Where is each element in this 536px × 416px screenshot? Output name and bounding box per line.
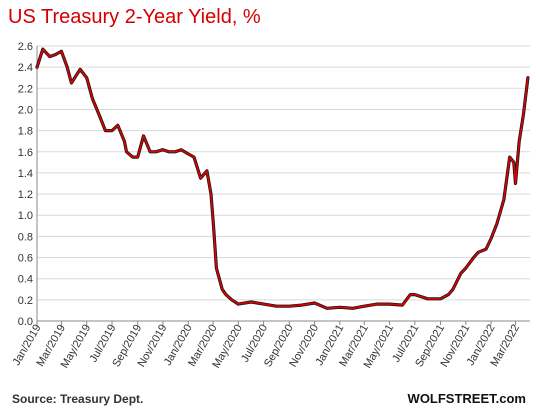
y-tick-label: 1.8 <box>18 126 33 138</box>
axes <box>36 46 530 325</box>
y-tick-label: 1.2 <box>18 189 33 201</box>
y-tick-label: 0.6 <box>18 253 33 265</box>
y-tick-label: 2.4 <box>18 62 33 74</box>
y-tick-label: 0.0 <box>18 316 33 328</box>
series-line <box>36 48 529 310</box>
gridlines <box>37 45 530 301</box>
y-tick-labels: 0.0 0.2 0.4 0.6 0.8 1.0 1.2 1.4 1.6 1.8 2.0 2.2 2.4 2… <box>18 41 33 328</box>
y-tick-label: 1.4 <box>18 168 33 180</box>
y-tick-label: 2.2 <box>18 83 33 95</box>
chart-title: US Treasury 2-Year Yield, % <box>8 6 261 28</box>
y-tick-label: 0.4 <box>18 274 33 286</box>
brand-watermark: WOLFSTREET.com <box>407 391 526 406</box>
y-tick-label: 0.2 <box>18 295 33 307</box>
series-layer <box>35 47 530 310</box>
y-tick-label: 2.6 <box>18 41 33 53</box>
x-tick-labels: Jan/2019Mar/2019May/2019Jul/2019Sep/2019… <box>11 323 523 371</box>
y-tick-label: 2.0 <box>18 104 33 116</box>
source-note: Source: Treasury Dept. <box>12 392 144 406</box>
y-tick-label: 0.8 <box>18 231 33 243</box>
y-tick-label: 1.6 <box>18 147 33 159</box>
y-tick-label: 1.0 <box>18 210 33 222</box>
